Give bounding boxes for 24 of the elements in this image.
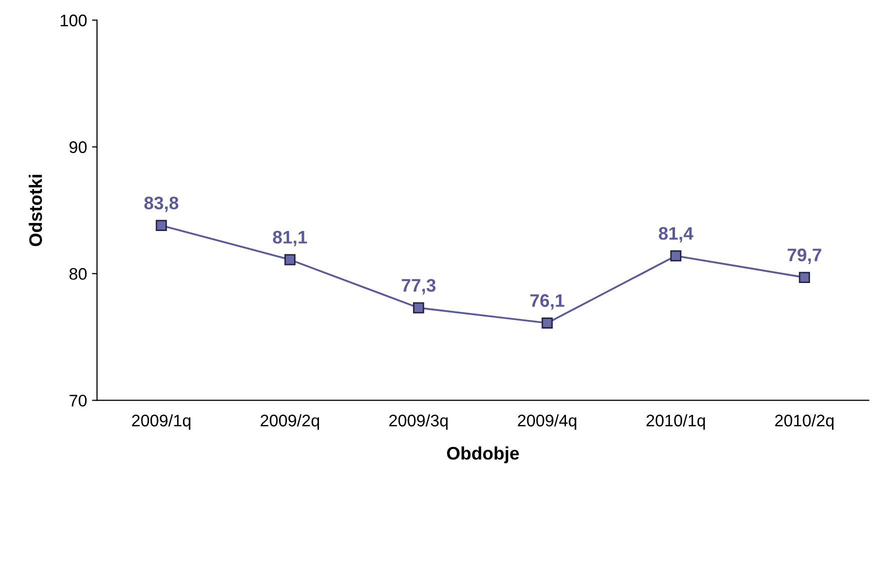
point [670, 250, 682, 262]
data-label: 81,1 [272, 230, 308, 246]
y-tick-label: 70 [70, 394, 87, 407]
x-axis-title: Obdobje [447, 446, 519, 464]
point [413, 302, 424, 314]
data-label: 79,7 [788, 248, 822, 264]
x-tick-label: 2009/3q [389, 414, 448, 430]
point [284, 254, 296, 266]
y-tick-label: 80 [69, 268, 87, 280]
data-label: 77,3 [402, 278, 436, 294]
x-tick-label: 2009/1q [132, 414, 190, 430]
x-tick-label: 2009/2q [260, 414, 320, 430]
y-tick-label: 90 [70, 141, 87, 154]
point [798, 272, 810, 283]
point [156, 220, 167, 231]
x-tick-label: 2010/1q [646, 414, 705, 430]
data-label: 76,1 [530, 294, 564, 310]
point [542, 317, 553, 329]
data-label: 83,8 [144, 196, 178, 212]
y-tick-label: 100 [60, 14, 87, 26]
y-axis-title: Odstotki [28, 174, 42, 246]
data-label: 81,4 [658, 227, 694, 242]
x-tick-label: 2009/4q [518, 414, 576, 430]
x-tick-label: 2010/2q [775, 414, 834, 430]
